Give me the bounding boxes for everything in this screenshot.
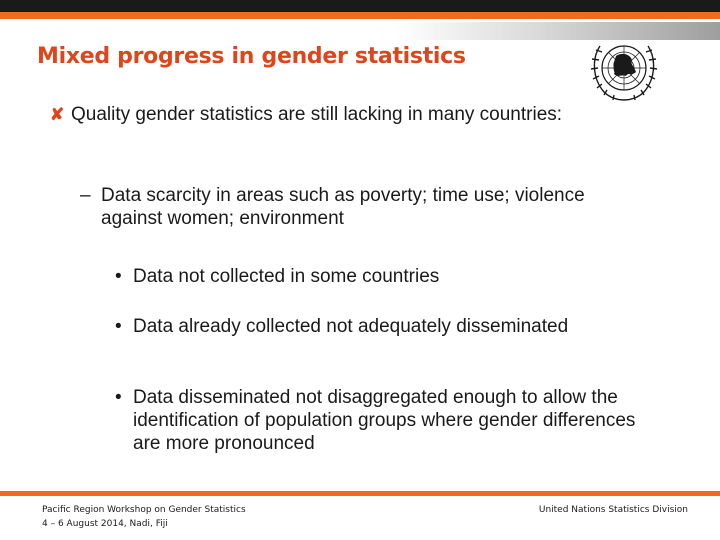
bullet-level2-text: Data scarcity in areas such as poverty; … bbox=[101, 185, 585, 229]
bullet-level3-text: Data already collected not adequately di… bbox=[133, 316, 569, 337]
title-band bbox=[0, 22, 720, 40]
top-bar bbox=[0, 0, 720, 12]
footer-event-title: Pacific Region Workshop on Gender Statis… bbox=[42, 505, 246, 515]
dot-bullet-icon: • bbox=[115, 387, 122, 408]
bullet-level3-text: Data disseminated not disaggregated enou… bbox=[133, 387, 636, 454]
bullet-level3-item: • Data disseminated not disaggregated en… bbox=[115, 386, 655, 455]
bullet-level1-text: Quality gender statistics are still lack… bbox=[71, 104, 563, 125]
slide-title: Mixed progress in gender statistics bbox=[37, 44, 466, 69]
bullet-level3-item: • Data not collected in some countries bbox=[115, 265, 675, 288]
footer-organization: United Nations Statistics Division bbox=[538, 505, 688, 515]
dash-bullet-icon: – bbox=[80, 185, 91, 206]
footer-event-info: Pacific Region Workshop on Gender Statis… bbox=[42, 503, 246, 531]
dot-bullet-icon: • bbox=[115, 266, 122, 287]
dot-bullet-icon: • bbox=[115, 316, 122, 337]
un-emblem-icon bbox=[590, 45, 658, 101]
cross-bullet-icon: ✘ bbox=[50, 105, 65, 124]
bullet-level3-text: Data not collected in some countries bbox=[133, 266, 440, 287]
bullet-level1: ✘ Quality gender statistics are still la… bbox=[50, 104, 590, 126]
top-accent-bar bbox=[0, 12, 720, 19]
bullet-level2: – Data scarcity in areas such as poverty… bbox=[80, 184, 640, 230]
footer-divider bbox=[0, 491, 720, 496]
bullet-level3-item: • Data already collected not adequately … bbox=[115, 315, 675, 338]
footer-event-date: 4 – 6 August 2014, Nadi, Fiji bbox=[42, 519, 168, 529]
